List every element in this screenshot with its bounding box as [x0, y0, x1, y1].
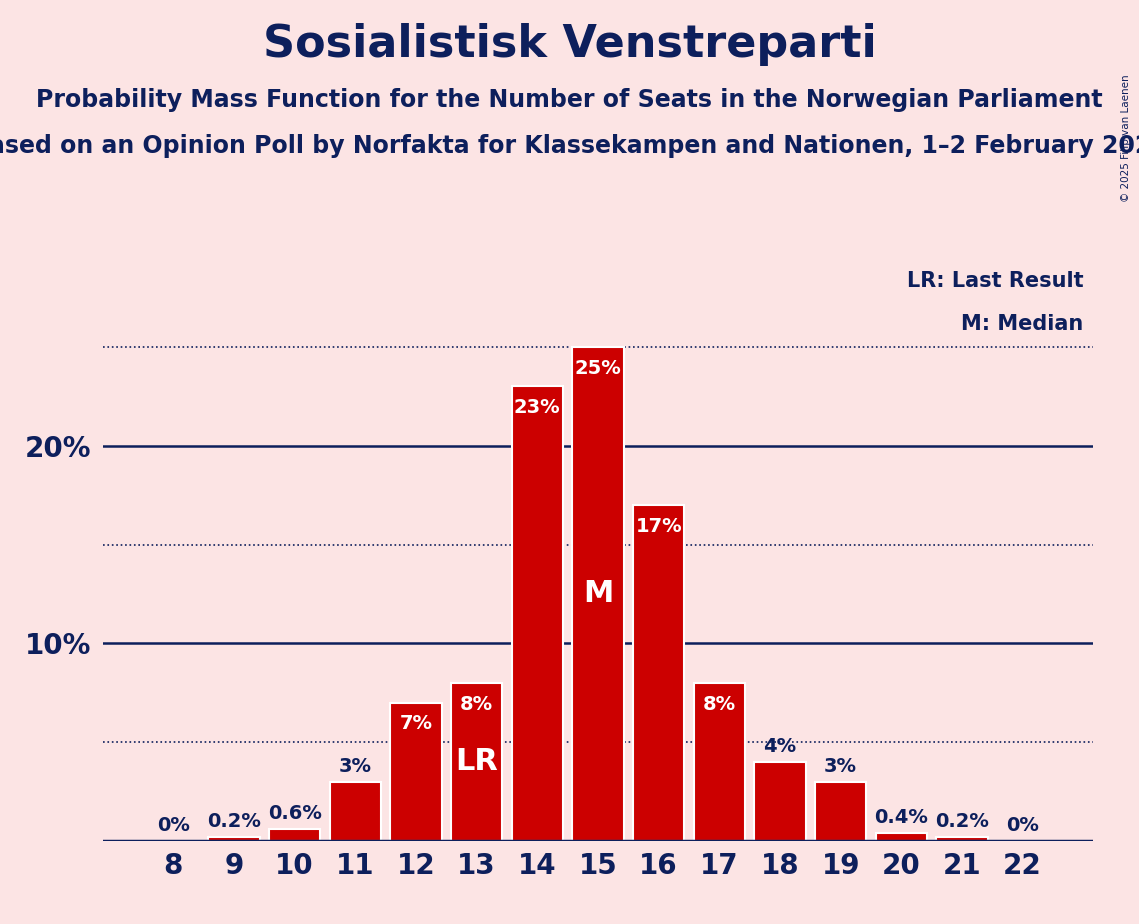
Text: 0.2%: 0.2%	[207, 812, 261, 831]
Text: Based on an Opinion Poll by Norfakta for Klassekampen and Nationen, 1–2 February: Based on an Opinion Poll by Norfakta for…	[0, 134, 1139, 158]
Bar	[511, 386, 563, 841]
Text: 0%: 0%	[1006, 816, 1039, 835]
Text: 0%: 0%	[157, 816, 190, 835]
Bar	[876, 833, 927, 841]
Text: 25%: 25%	[574, 359, 622, 378]
Text: M: Median: M: Median	[961, 314, 1083, 334]
Text: 3%: 3%	[825, 757, 858, 775]
Bar	[572, 347, 624, 841]
Text: LR: LR	[456, 748, 498, 776]
Bar	[451, 683, 502, 841]
Text: 8%: 8%	[703, 695, 736, 713]
Text: 0.4%: 0.4%	[875, 808, 928, 827]
Text: Sosialistisk Venstreparti: Sosialistisk Venstreparti	[263, 23, 876, 67]
Text: 0.2%: 0.2%	[935, 812, 989, 831]
Bar	[694, 683, 745, 841]
Text: M: M	[583, 579, 613, 608]
Bar	[391, 702, 442, 841]
Text: 0.6%: 0.6%	[268, 804, 321, 823]
Text: 7%: 7%	[400, 714, 433, 734]
Text: © 2025 Filip van Laenen: © 2025 Filip van Laenen	[1121, 74, 1131, 201]
Text: 23%: 23%	[514, 398, 560, 418]
Text: LR: Last Result: LR: Last Result	[907, 271, 1083, 291]
Bar	[633, 505, 685, 841]
Text: 8%: 8%	[460, 695, 493, 713]
Bar	[814, 782, 867, 841]
Text: 17%: 17%	[636, 517, 682, 536]
Text: Probability Mass Function for the Number of Seats in the Norwegian Parliament: Probability Mass Function for the Number…	[36, 88, 1103, 112]
Bar	[754, 761, 805, 841]
Text: 4%: 4%	[763, 737, 796, 756]
Bar	[936, 837, 988, 841]
Bar	[208, 837, 260, 841]
Text: 3%: 3%	[338, 757, 371, 775]
Bar	[329, 782, 382, 841]
Bar	[269, 829, 320, 841]
